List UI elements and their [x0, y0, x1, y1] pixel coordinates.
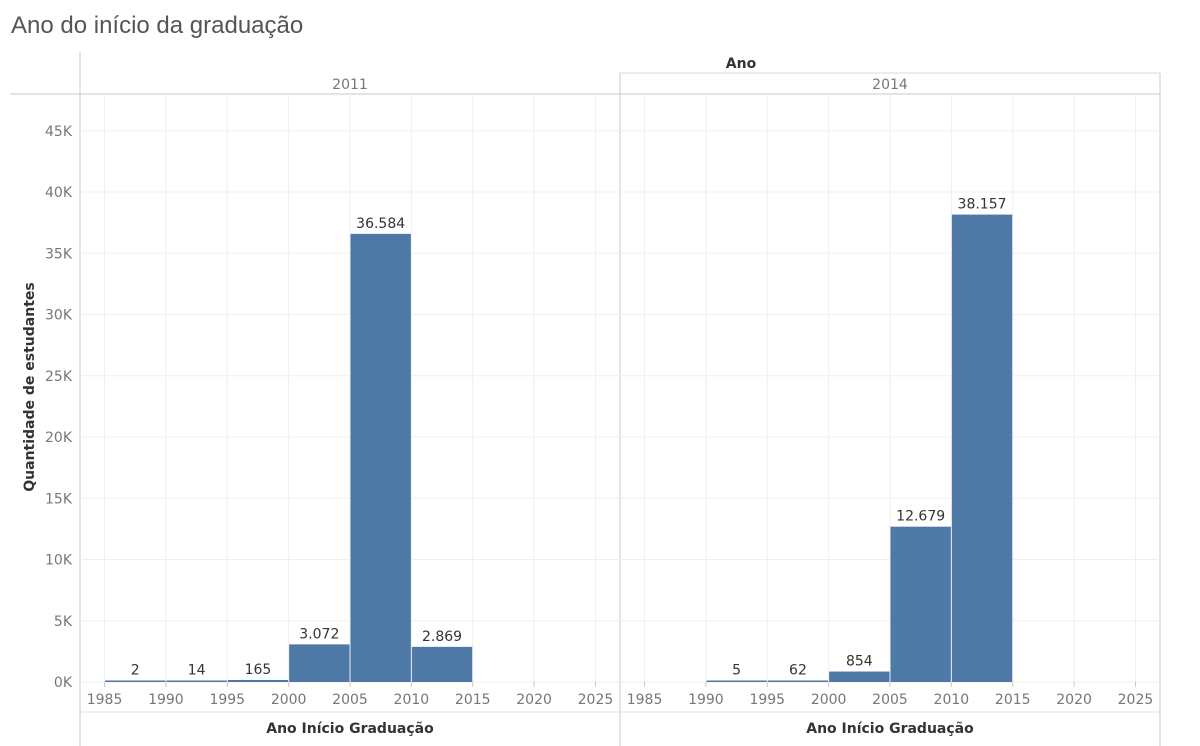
x-tick-label: 1990	[688, 692, 724, 708]
x-tick-label: 2025	[578, 692, 614, 708]
chart-title: Ano do início da graduação	[11, 12, 304, 39]
y-axis-title: Quantidade de estudantes	[22, 282, 38, 491]
x-tick-label: 2025	[1118, 692, 1154, 708]
bar-2014-1990	[706, 680, 767, 682]
data-label-2014-2005: 12.679	[896, 509, 945, 525]
x-tick-label: 2020	[516, 692, 552, 708]
data-label-2011-1990: 14	[188, 663, 206, 679]
y-tick-label: 40K	[45, 185, 73, 201]
axes: 1985 1990 1995 2000 2005 2010 2015 2020 2025 1985…	[45, 124, 1153, 708]
bar-2011-2010	[411, 646, 473, 682]
x-tick-label: 2015	[455, 692, 491, 708]
gridlines	[80, 94, 1160, 683]
y-tick-label: 45K	[45, 124, 73, 140]
y-tick-label: 25K	[45, 369, 73, 385]
data-label-2011-2005: 36.584	[356, 216, 405, 232]
bar-2014-2005	[890, 526, 951, 682]
x-tick-label: 1985	[87, 692, 123, 708]
y-tick-label: 0K	[54, 675, 73, 691]
x-tick-label: 2000	[271, 692, 307, 708]
data-label-2011-1985: 2	[131, 663, 140, 679]
y-tick-label: 15K	[45, 491, 73, 507]
data-label-2014-2010: 38.157	[958, 197, 1007, 213]
x-tick-label: 1995	[209, 692, 245, 708]
data-label-2014-1990: 5	[732, 663, 741, 679]
x-tick-label: 1995	[749, 692, 785, 708]
x-tick-label: 1990	[148, 692, 184, 708]
y-tick-label: 35K	[45, 246, 73, 262]
x-axis-title: Ano Início Graduação	[266, 721, 434, 737]
bar-2011-1990	[166, 680, 227, 682]
data-label-2011-2010: 2.869	[422, 629, 462, 645]
y-tick-label: 30K	[45, 308, 73, 324]
x-tick-label: 2020	[1056, 692, 1092, 708]
bar-2011-1985	[105, 680, 166, 682]
data-labels: 2 14 165 3.072 36.584 2.869 5 62 854 12.679 38.157	[131, 197, 1007, 679]
column-header: Ano	[726, 56, 757, 72]
x-tick-label: 2005	[332, 692, 368, 708]
y-tick-label: 20K	[45, 430, 73, 446]
x-tick-label: 2000	[811, 692, 847, 708]
panel-header-2011: 2011	[332, 77, 368, 93]
y-tick-label: 5K	[54, 614, 73, 630]
bar-2014-2000	[829, 671, 890, 682]
data-label-2011-1995: 165	[245, 662, 272, 678]
bar-2011-2005	[350, 233, 411, 682]
x-tick-label: 2010	[394, 692, 430, 708]
bar-2014-2010	[951, 214, 1013, 682]
data-label-2011-2000: 3.072	[299, 626, 339, 642]
x-tick-label: 1985	[627, 692, 663, 708]
panel-header-2014: 2014	[872, 77, 908, 93]
bar-2011-1995	[227, 679, 289, 682]
x-tick-label: 2005	[872, 692, 908, 708]
data-label-2014-1995: 62	[789, 663, 807, 679]
x-tick-label: 2010	[934, 692, 970, 708]
bar-2014-1995	[767, 680, 829, 682]
bar-2011-2000	[289, 644, 350, 682]
y-tick-label: 10K	[45, 553, 73, 569]
data-label-2014-2000: 854	[846, 654, 873, 670]
x-tick-label: 2015	[995, 692, 1031, 708]
x-axis-title: Ano Início Graduação	[806, 721, 974, 737]
bars	[105, 214, 1013, 682]
